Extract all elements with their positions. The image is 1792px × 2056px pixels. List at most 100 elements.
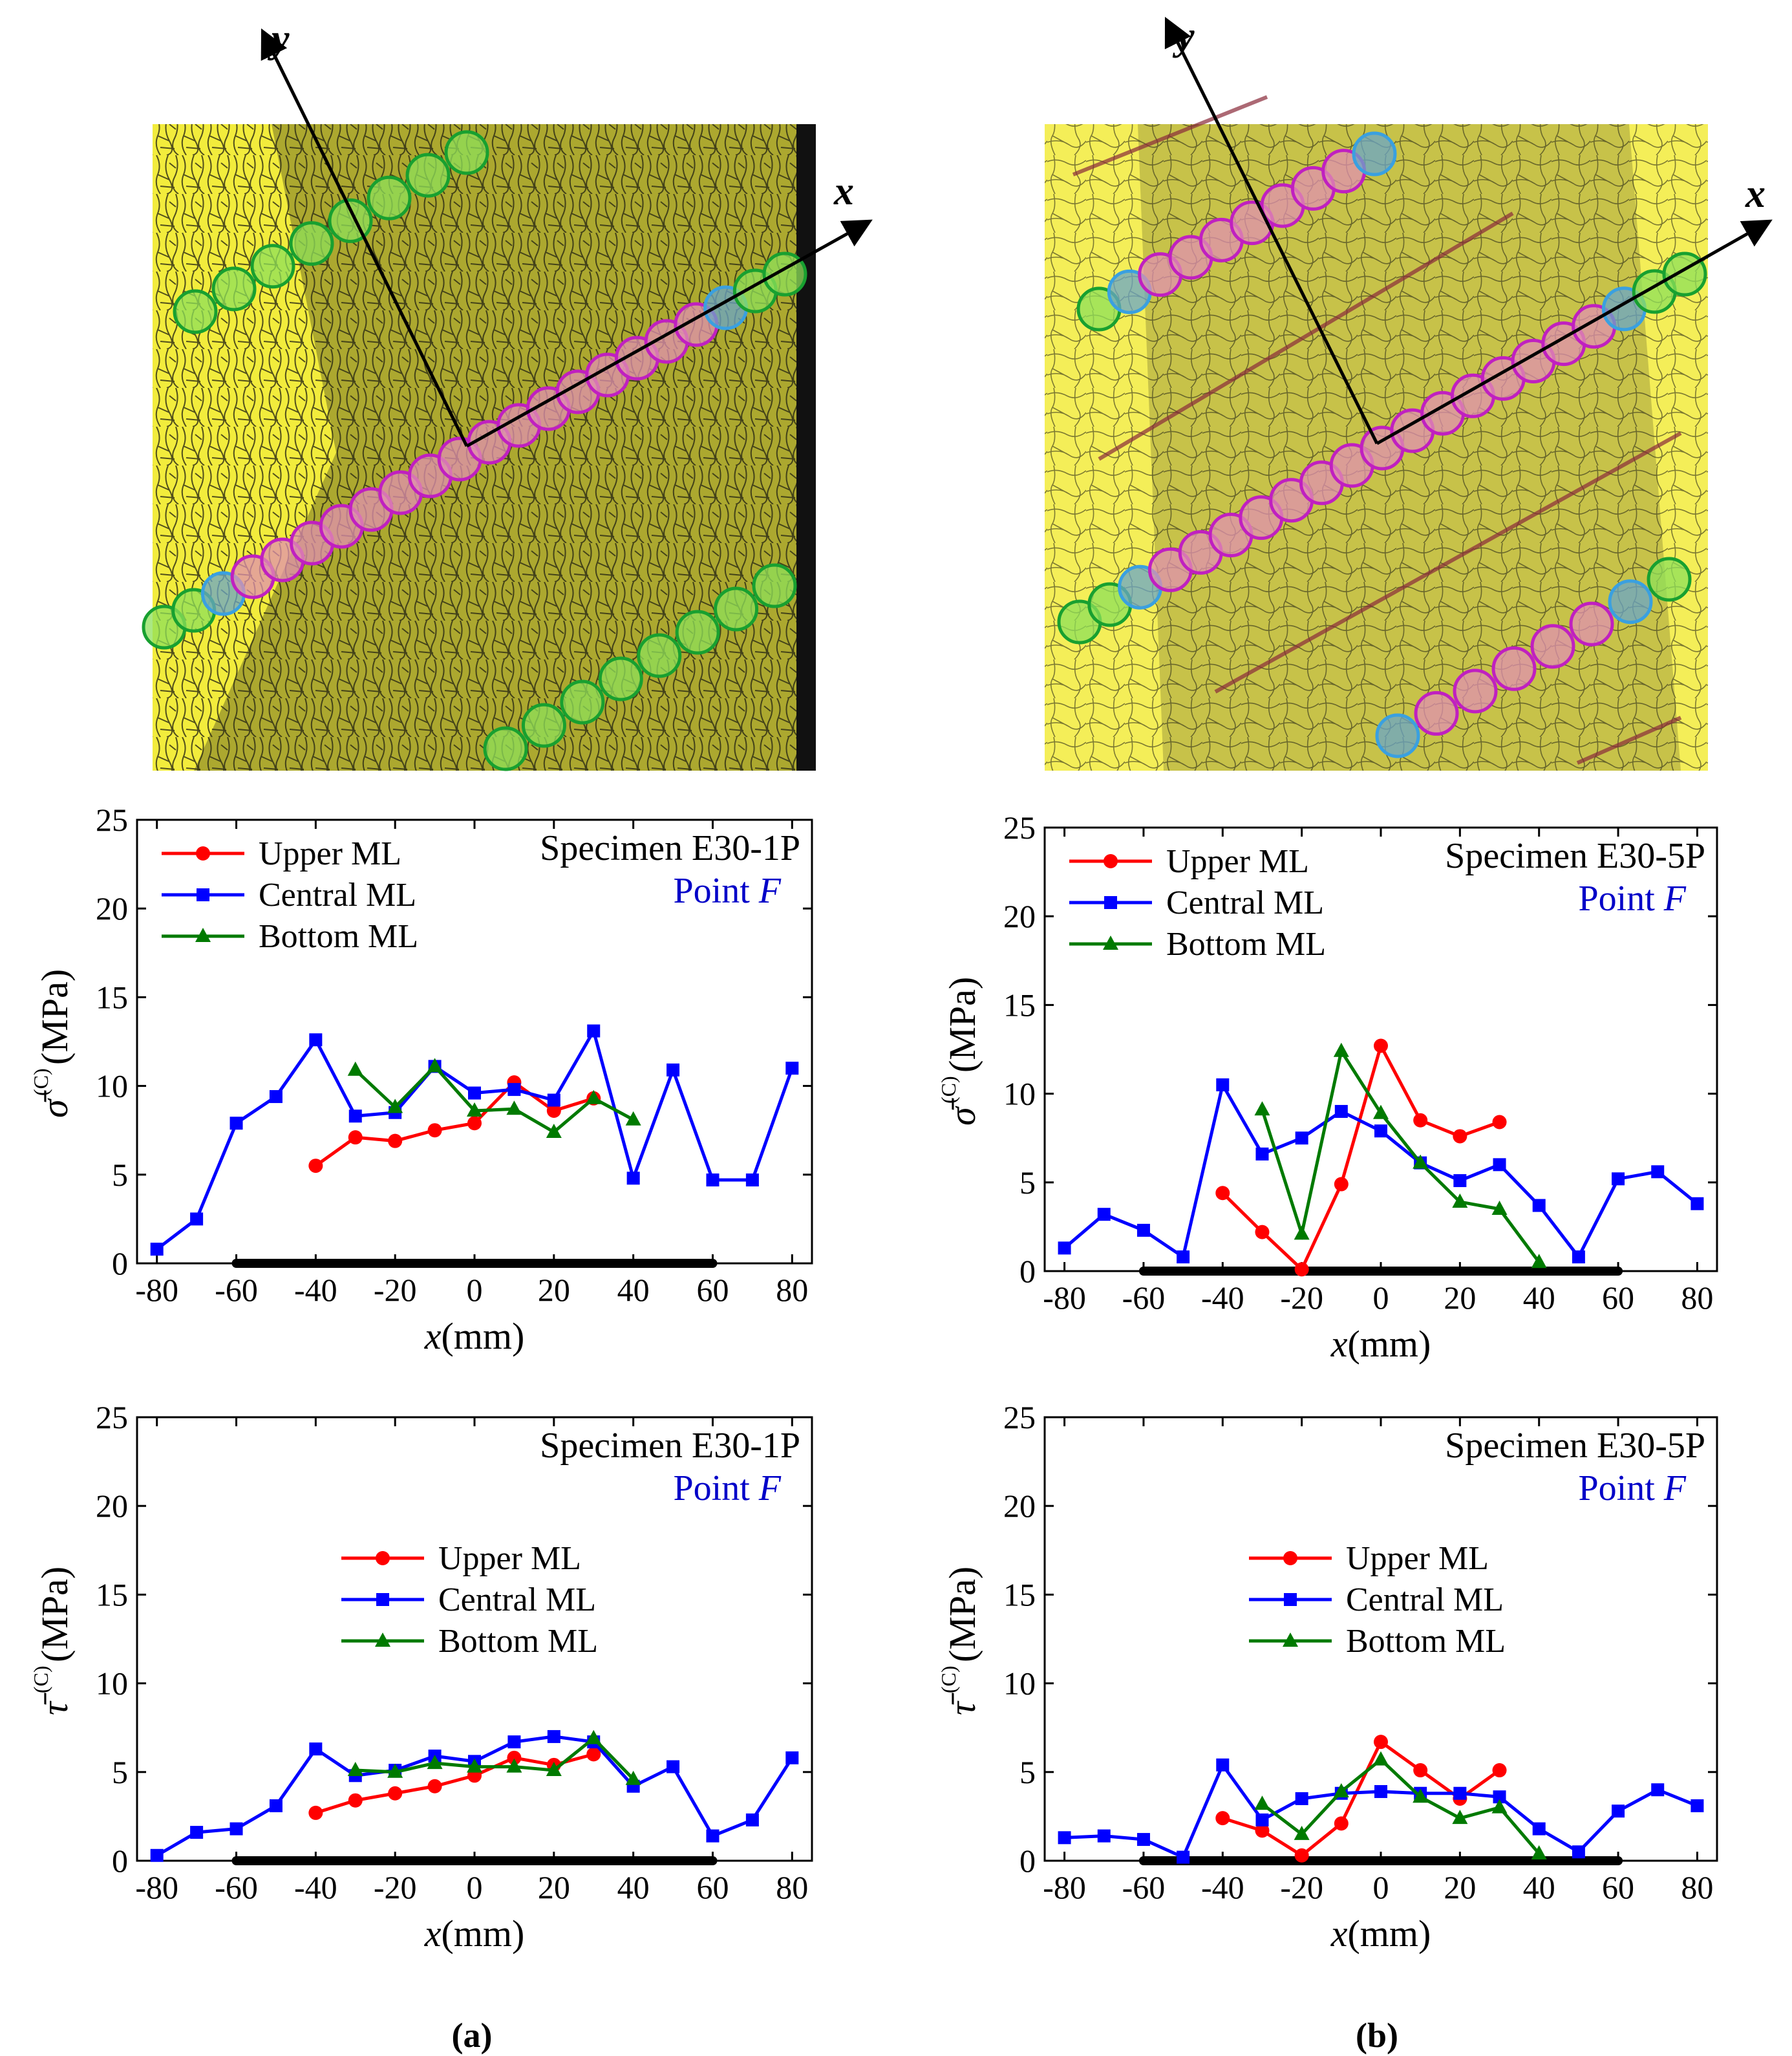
y-tick-label: 5: [112, 1157, 128, 1193]
data-point: [625, 1770, 641, 1785]
data-point: [347, 1061, 363, 1076]
point-prefix: Point: [674, 871, 759, 911]
legend-label: Bottom ML: [1166, 926, 1326, 963]
x-axis-unit: (mm): [1347, 1912, 1431, 1954]
y-tick-label: 20: [1003, 1488, 1036, 1524]
legend-label: Bottom ML: [438, 1623, 598, 1660]
specimen-photo-a: x y: [142, 17, 873, 771]
data-point: [308, 1805, 323, 1820]
measurement-circle: [250, 244, 295, 289]
data-point: [1097, 1829, 1111, 1843]
x-tick-label: 80: [1681, 1280, 1713, 1316]
data-point: [1333, 1042, 1349, 1057]
y-tick-label: 10: [96, 1068, 128, 1104]
data-point: [197, 888, 209, 901]
data-point: [427, 1123, 442, 1138]
y-axis-title: σ̄(C)(MPa): [29, 969, 76, 1118]
data-point: [347, 1762, 363, 1777]
data-point: [1255, 1823, 1270, 1838]
data-point: [1215, 1186, 1230, 1201]
series-bottom-ml: [347, 1729, 641, 1785]
measurement-circle: [675, 610, 720, 655]
y-axis-title: τ̄(C) (MPa): [29, 1567, 76, 1715]
data-point: [1453, 1174, 1467, 1188]
data-point: [1294, 1262, 1309, 1277]
x-tick-label: 40: [1523, 1869, 1555, 1905]
data-point: [1216, 1078, 1230, 1091]
x-tick-label: 60: [696, 1272, 729, 1308]
point-label: Point F: [674, 871, 782, 911]
data-point: [1532, 1199, 1546, 1212]
data-point: [1295, 1792, 1308, 1805]
sigma-chart-a: -80 -60 -40 -20 0 20 40 60 800510152025x(mm)σ̄(C…: [29, 802, 813, 1357]
reinforcement-line: [1214, 431, 1682, 694]
x-axis-label: x: [1745, 172, 1765, 216]
measurement-circle: [560, 680, 605, 725]
measurement-circle: [1608, 579, 1653, 625]
legend-item: Central ML: [162, 877, 416, 914]
data-point: [427, 1755, 443, 1770]
y-tick-label: 15: [96, 979, 128, 1015]
data-point: [1255, 1813, 1269, 1826]
y-tick-label: 0: [1019, 1253, 1036, 1289]
x-tick-label: -40: [294, 1869, 337, 1905]
legend-item: Bottom ML: [341, 1623, 598, 1660]
data-point: [375, 1633, 390, 1647]
x-tick-label: 60: [696, 1869, 729, 1905]
legend-label: Upper ML: [438, 1540, 581, 1577]
data-point: [1491, 1799, 1508, 1814]
data-point: [1452, 1810, 1468, 1825]
legend-label: Upper ML: [1346, 1540, 1489, 1577]
legend-label: Upper ML: [259, 835, 401, 872]
data-point: [467, 1758, 482, 1773]
data-point: [1413, 1763, 1428, 1778]
series-line: [156, 1735, 794, 1857]
y-axis-label: y: [267, 17, 290, 61]
data-point: [507, 1750, 522, 1765]
specimen-label: Specimen E30-1P: [540, 1426, 800, 1466]
data-point: [1254, 1101, 1270, 1116]
x-tick-label: 20: [538, 1272, 570, 1308]
x-tick-label: -20: [374, 1272, 417, 1308]
x-tick-label: 80: [1681, 1869, 1713, 1905]
y-axis-superscript: (C): [29, 1068, 52, 1096]
photo-right-edge: [796, 124, 816, 771]
data-point: [667, 1760, 680, 1773]
point-label: Point F: [1579, 1468, 1687, 1508]
data-point: [506, 1758, 522, 1773]
y-tick-label: 5: [1019, 1164, 1036, 1201]
data-point: [388, 1786, 403, 1801]
data-point: [1294, 1225, 1310, 1240]
data-point: [1136, 1833, 1150, 1847]
y-tick-label: 25: [1003, 809, 1036, 846]
measurement-circle: [444, 130, 489, 175]
x-tick-label: 40: [1523, 1280, 1555, 1316]
measurement-circle: [367, 175, 412, 220]
y-tick-label: 0: [112, 1843, 128, 1879]
data-point: [1531, 1845, 1547, 1860]
measurement-circle: [1453, 669, 1498, 714]
data-point: [706, 1173, 720, 1187]
x-tick-label: -20: [1280, 1280, 1323, 1316]
measurement-circle: [521, 703, 566, 748]
data-point: [150, 1848, 164, 1862]
data-point: [427, 1058, 443, 1073]
data-point: [1284, 1593, 1297, 1606]
data-point: [308, 1159, 323, 1173]
data-point: [196, 846, 210, 861]
data-point: [1374, 1038, 1388, 1053]
x-axis-variable: x: [1330, 1912, 1348, 1954]
data-point: [1334, 1816, 1349, 1831]
data-point: [1691, 1799, 1704, 1812]
measurement-circle: [598, 656, 643, 701]
measurement-circle: [637, 633, 682, 678]
y-tick-label: 0: [112, 1245, 128, 1281]
data-point: [785, 1751, 799, 1764]
data-point: [269, 1799, 283, 1812]
data-point: [1334, 1105, 1348, 1119]
y-tick-label: 10: [96, 1665, 128, 1702]
data-point: [388, 1133, 403, 1148]
data-point: [387, 1763, 403, 1778]
measurement-circle: [289, 221, 334, 266]
y-tick-label: 25: [96, 802, 128, 838]
